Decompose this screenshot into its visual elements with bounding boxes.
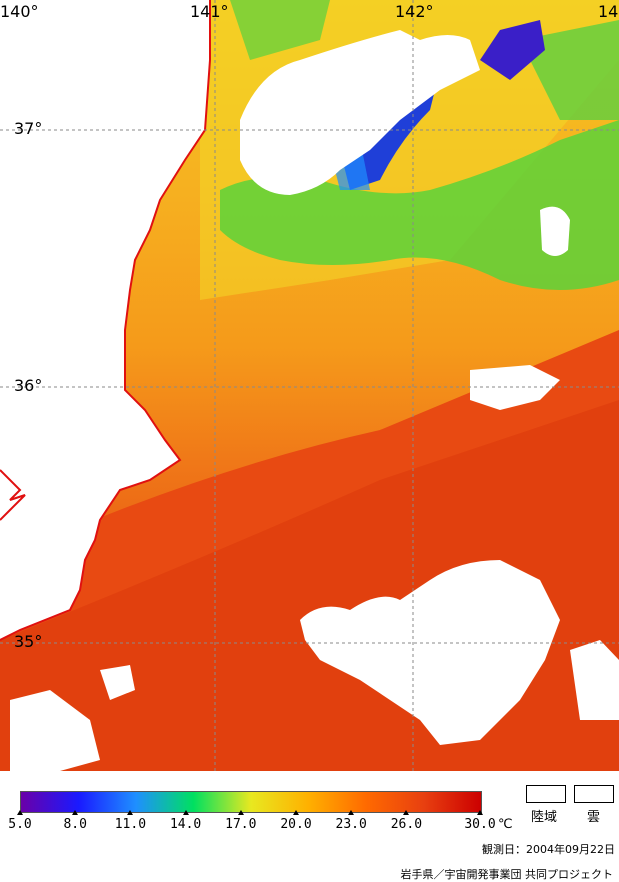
colorbar-tick-mark xyxy=(237,810,244,815)
sst-map: 140° 141° 142° 143° 37° 36° 35° xyxy=(0,0,619,771)
coastline-bay xyxy=(0,469,26,521)
legend: 5.0 8.0 11.0 14.0 17.0 20.0 23.0 26.0 30.0 ℃ 陸域 … xyxy=(0,771,619,881)
colorbar-tick-label: 17.0 xyxy=(225,817,257,832)
latitude-label-37: 37° xyxy=(14,119,43,138)
colorbar-tick-mark xyxy=(477,810,483,815)
cool-water-green-northeast xyxy=(520,20,619,120)
cloud-key-label: 雲 xyxy=(587,810,601,825)
colorbar-tick-mark xyxy=(17,810,23,815)
cloud-area xyxy=(540,206,570,256)
graticule xyxy=(0,0,619,771)
cool-water-green xyxy=(220,120,619,290)
cold-water-blue-north xyxy=(480,20,545,80)
colorbar-tick-label: 20.0 xyxy=(280,817,312,832)
longitude-label-142: 142° xyxy=(395,2,434,21)
longitude-label-140: 140° xyxy=(0,2,39,21)
colorbar-tick-mark xyxy=(182,810,189,815)
observation-date: 観測日：2004年09月22日 xyxy=(482,843,615,856)
colorbar-tick-label: 11.0 xyxy=(114,817,147,832)
coastline xyxy=(0,0,211,641)
colorbar-tick-label: 14.0 xyxy=(169,817,202,832)
cloud-area xyxy=(10,690,100,771)
colorbar-tick-mark xyxy=(72,810,79,815)
colorbar-tick-mark xyxy=(127,810,134,815)
land-key-label: 陸域 xyxy=(531,810,558,825)
latitude-label-35: 35° xyxy=(14,632,43,651)
colorbar-tick-label: 26.0 xyxy=(390,817,423,832)
colorbar-tick-mark xyxy=(293,810,299,815)
cool-water-green-north xyxy=(230,0,330,60)
temperature-colorbar xyxy=(20,791,482,813)
cloud-area xyxy=(470,365,560,410)
colorbar-tick-mark xyxy=(348,810,355,815)
cloud-area xyxy=(240,30,480,195)
unit-label: ℃ xyxy=(498,817,513,832)
colorbar-tick-mark xyxy=(403,810,410,815)
cloud-area xyxy=(300,560,560,745)
cloud-area xyxy=(570,640,619,720)
colorbar-tick-label: 8.0 xyxy=(63,817,87,832)
colorbar-tick-label: 23.0 xyxy=(335,817,367,832)
cloud-key-box xyxy=(574,785,614,803)
cloud-area xyxy=(100,665,135,700)
longitude-label-143: 143° xyxy=(598,2,619,21)
sst-map-canvas xyxy=(0,0,619,771)
land-area xyxy=(0,0,210,640)
land-key-box xyxy=(526,785,566,803)
colorbar-tick-label: 5.0 xyxy=(8,817,32,832)
longitude-label-141: 141° xyxy=(190,2,229,21)
latitude-label-36: 36° xyxy=(14,376,43,395)
credit-text: 岩手県／宇宙開発事業団 共同プロジェクト xyxy=(400,868,614,881)
colorbar-tick-label: 30.0 xyxy=(464,817,496,832)
